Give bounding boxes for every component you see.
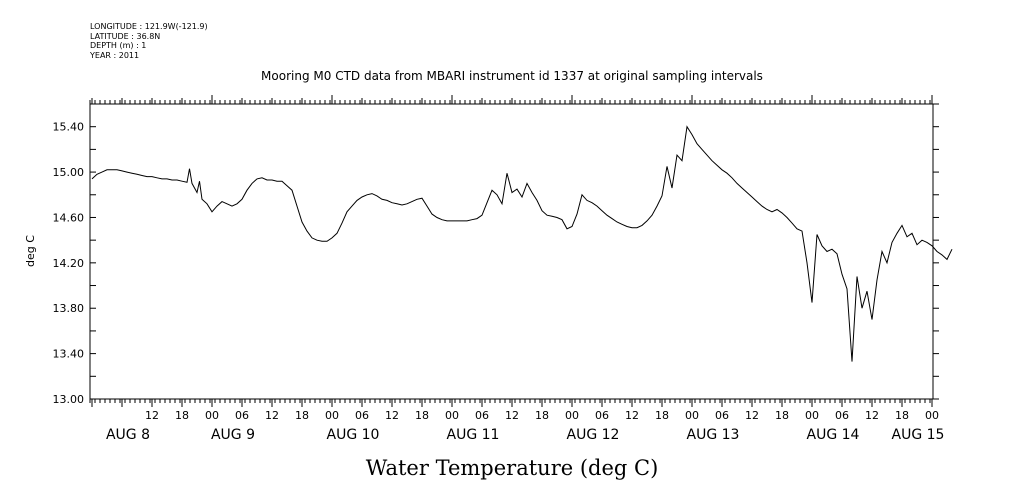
x-tick-label: 18: [535, 409, 549, 422]
x-tick-label: 18: [895, 409, 909, 422]
year-label: YEAR : 2011: [90, 50, 140, 60]
x-day-label: AUG 9: [211, 427, 255, 443]
x-tick-label: 06: [235, 409, 249, 422]
latitude-label: LATITUDE : 36.8N: [90, 31, 161, 41]
axis-ticks: [89, 95, 933, 407]
x-day-label: AUG 10: [327, 427, 380, 443]
x-tick-label: 18: [775, 409, 789, 422]
x-tick-label: 06: [595, 409, 609, 422]
x-axis: 12 18 00 06 12 18 00 06 12 18 00 06 12 18 00 06 12 18 00 06…: [106, 409, 944, 443]
x-tick-label: 12: [865, 409, 879, 422]
chart-title: Mooring M0 CTD data from MBARI instrumen…: [261, 69, 763, 83]
x-tick-label: 00: [565, 409, 579, 422]
depth-label: DEPTH (m) : 1: [90, 41, 147, 50]
x-day-label: AUG 11: [447, 427, 500, 443]
longitude-label: LONGITUDE : 121.9W(-121.9): [90, 22, 208, 31]
x-tick-label: 12: [145, 409, 159, 422]
x-day-label: AUG 12: [567, 427, 620, 443]
x-tick-label: 00: [205, 409, 219, 422]
y-tick-label: 15.40: [53, 121, 85, 134]
x-axis-title: Water Temperature (deg C): [366, 456, 659, 480]
x-tick-label: 00: [685, 409, 699, 422]
x-tick-label: 18: [295, 409, 309, 422]
x-day-label: AUG 8: [106, 427, 150, 443]
y-tick-label: 13.80: [53, 302, 85, 315]
x-tick-label: 18: [175, 409, 189, 422]
y-axis: 13.00 13.40 13.80 14.20 14.60 15.00 15.40: [53, 103, 939, 406]
x-tick-label: 18: [415, 409, 429, 422]
y-tick-label: 14.20: [53, 257, 85, 270]
x-day-label: AUG 13: [687, 427, 740, 443]
x-tick-label: 18: [655, 409, 669, 422]
y-tick-label: 13.40: [53, 348, 85, 361]
x-tick-label: 06: [715, 409, 729, 422]
x-tick-label: 12: [745, 409, 759, 422]
x-tick-label: 12: [265, 409, 279, 422]
plot-frame: [89, 103, 934, 400]
x-tick-label: 06: [475, 409, 489, 422]
x-tick-label: 06: [355, 409, 369, 422]
x-tick-label: 12: [385, 409, 399, 422]
y-tick-label: 14.60: [53, 211, 85, 224]
x-tick-label: 00: [325, 409, 339, 422]
x-day-label: AUG 15: [892, 427, 945, 443]
x-tick-label: 00: [925, 409, 939, 422]
x-tick-label: 12: [625, 409, 639, 422]
x-tick-label: 06: [835, 409, 849, 422]
y-axis-title: deg C: [24, 235, 37, 267]
y-tick-label: 15.00: [53, 166, 85, 179]
metadata-block: LONGITUDE : 121.9W(-121.9) LATITUDE : 36…: [90, 22, 208, 60]
series-line-water-temperature: [91, 125, 953, 362]
y-tick-label: 13.00: [53, 393, 85, 406]
x-tick-label: 12: [505, 409, 519, 422]
x-tick-label: 00: [445, 409, 459, 422]
x-tick-label: 00: [805, 409, 819, 422]
x-day-label: AUG 14: [807, 427, 860, 443]
